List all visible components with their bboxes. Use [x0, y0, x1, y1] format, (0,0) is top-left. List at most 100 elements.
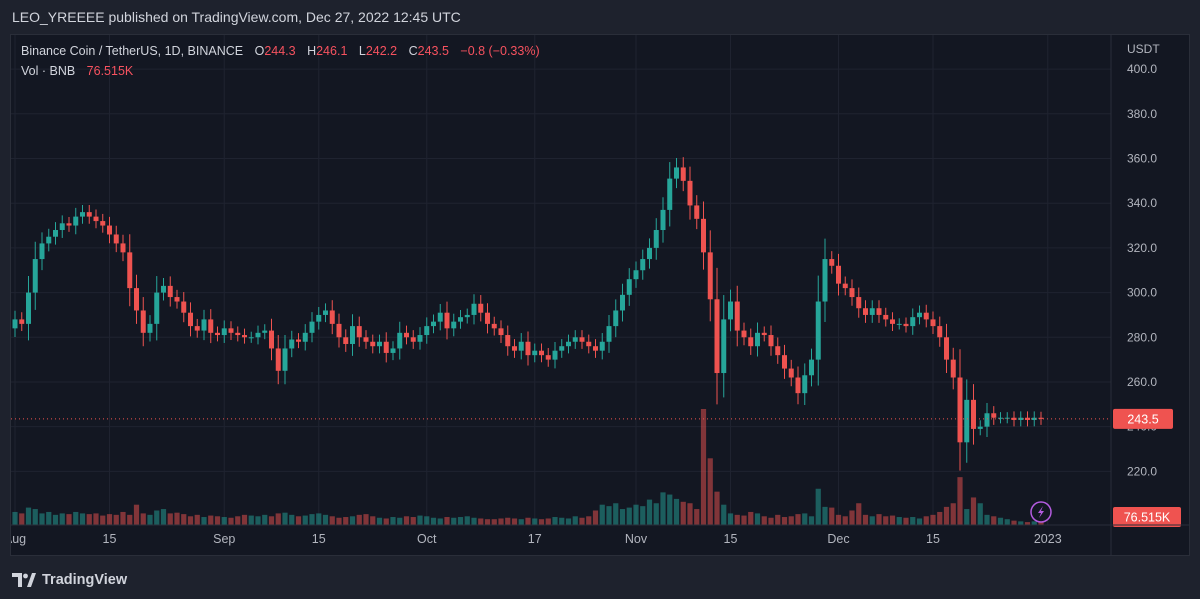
candle[interactable] [950, 359, 956, 378]
candle[interactable] [296, 339, 301, 342]
volume-bar[interactable] [910, 517, 916, 525]
volume-bar[interactable] [640, 506, 646, 525]
volume-bar[interactable] [815, 488, 821, 525]
candle[interactable] [620, 294, 625, 311]
volume-bar[interactable] [619, 509, 626, 525]
candle[interactable] [741, 330, 747, 338]
volume-bar[interactable] [255, 516, 261, 525]
volume-bar[interactable] [525, 517, 531, 525]
candle[interactable] [235, 332, 241, 336]
candle[interactable] [694, 205, 700, 219]
volume-bar[interactable] [1031, 521, 1037, 525]
volume-bar[interactable] [646, 499, 653, 525]
volume-label[interactable]: Vol · BNB [21, 64, 76, 78]
volume-bar[interactable] [518, 519, 524, 525]
candle[interactable] [660, 209, 666, 231]
candle[interactable] [66, 223, 72, 226]
volume-bar[interactable] [133, 504, 140, 525]
candle[interactable] [383, 341, 389, 353]
volume-bar[interactable] [586, 516, 592, 525]
candle[interactable] [363, 337, 369, 342]
volume-bar[interactable] [113, 514, 119, 525]
volume-bar[interactable] [410, 517, 416, 525]
candle[interactable] [107, 225, 112, 235]
candle[interactable] [19, 319, 25, 324]
candle[interactable] [890, 319, 895, 324]
volume-bar[interactable] [424, 516, 430, 525]
candle[interactable] [910, 317, 916, 327]
candle[interactable] [478, 303, 484, 313]
volume-bar[interactable] [950, 503, 956, 525]
volume-bar[interactable] [471, 517, 477, 525]
volume-bar[interactable] [390, 517, 396, 525]
candle[interactable] [957, 377, 963, 443]
candle[interactable] [154, 292, 160, 324]
candle[interactable] [26, 292, 31, 324]
volume-bar[interactable] [140, 513, 146, 525]
volume-bar[interactable] [73, 511, 79, 525]
volume-bar[interactable] [748, 511, 754, 525]
symbol-title[interactable]: Binance Coin / TetherUS, 1D, BINANCE [21, 44, 244, 58]
candle[interactable] [451, 321, 457, 329]
candle[interactable] [113, 234, 119, 244]
volume-bar[interactable] [194, 514, 200, 525]
volume-bar[interactable] [343, 517, 349, 525]
candle[interactable] [728, 301, 733, 320]
volume-bar[interactable] [66, 514, 72, 525]
candle[interactable] [809, 359, 814, 376]
candle[interactable] [458, 317, 463, 322]
candle[interactable] [262, 330, 268, 333]
candle[interactable] [120, 243, 126, 253]
candle[interactable] [255, 332, 261, 338]
candle[interactable] [275, 348, 281, 371]
candle[interactable] [903, 323, 909, 327]
volume-bar[interactable] [964, 509, 970, 525]
volume-bar[interactable] [721, 504, 727, 525]
candle[interactable] [431, 321, 436, 327]
candle[interactable] [937, 326, 943, 338]
volume-bar[interactable] [349, 516, 356, 525]
volume-bar[interactable] [694, 509, 700, 525]
candle[interactable] [39, 243, 45, 260]
candle[interactable] [640, 259, 646, 271]
volume-bar[interactable] [849, 510, 855, 526]
candle[interactable] [687, 180, 693, 206]
candle[interactable] [869, 308, 875, 315]
volume-bar[interactable] [262, 514, 268, 525]
candle[interactable] [761, 332, 767, 336]
volume-bar[interactable] [221, 517, 227, 525]
volume-bar[interactable] [32, 509, 38, 525]
volume-bar[interactable] [687, 503, 693, 525]
candle[interactable] [397, 332, 403, 349]
last-volume-tag[interactable] [1113, 507, 1181, 527]
candle[interactable] [836, 265, 841, 284]
candle[interactable] [593, 346, 598, 351]
volume-bar[interactable] [943, 506, 950, 525]
volume-bar[interactable] [451, 517, 457, 525]
volume-bar[interactable] [565, 518, 572, 525]
candle[interactable] [356, 326, 362, 338]
candle[interactable] [971, 399, 976, 429]
candle[interactable] [242, 335, 247, 338]
candle[interactable] [46, 236, 52, 244]
candle[interactable] [491, 323, 497, 329]
candle[interactable] [984, 413, 990, 427]
volume-bar[interactable] [599, 504, 605, 525]
candle[interactable] [532, 350, 538, 356]
volume-bar[interactable] [559, 517, 565, 525]
candle[interactable] [782, 355, 787, 369]
volume-bar[interactable] [835, 514, 842, 525]
candle[interactable] [424, 326, 430, 336]
volume-bar[interactable] [201, 517, 207, 525]
candle[interactable] [579, 337, 585, 342]
candle[interactable] [829, 259, 835, 266]
candle[interactable] [147, 323, 153, 333]
volume-bar[interactable] [12, 511, 18, 525]
candle[interactable] [410, 337, 416, 342]
candle[interactable] [525, 341, 531, 356]
candle[interactable] [667, 178, 673, 210]
volume-bar[interactable] [316, 513, 322, 525]
candle[interactable] [795, 377, 801, 394]
volume-bar[interactable] [147, 514, 153, 525]
volume-bar[interactable] [39, 513, 45, 525]
